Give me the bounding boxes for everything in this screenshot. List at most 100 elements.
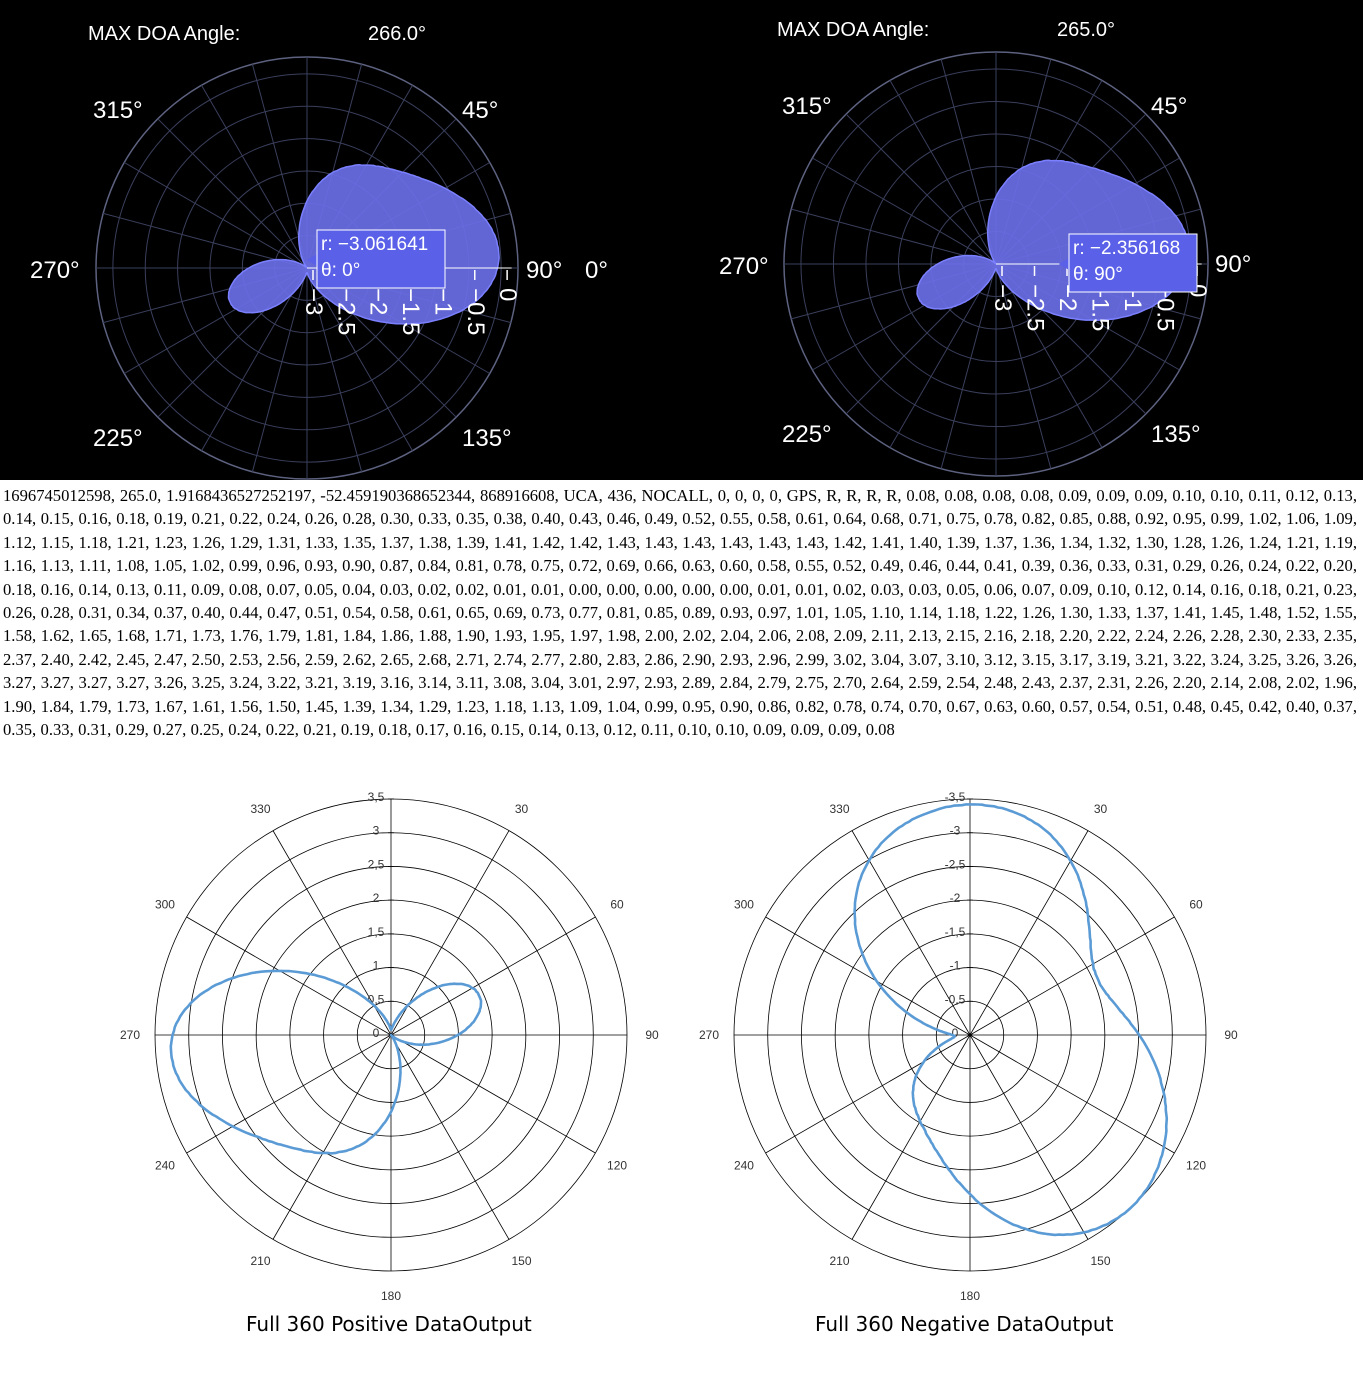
angle-tick-label: 210 bbox=[829, 1254, 849, 1268]
angle-label-270: 270° bbox=[719, 253, 769, 280]
polar-spoke bbox=[940, 59, 997, 265]
angle-label-0: 0° bbox=[585, 257, 608, 284]
polar-spoke bbox=[969, 1034, 1175, 1154]
max-doa-value: 266.0° bbox=[368, 23, 426, 45]
polar-spoke bbox=[791, 208, 997, 265]
angle-label-225: 225° bbox=[782, 421, 832, 448]
angle-label-315: 315° bbox=[782, 93, 832, 120]
angle-label-270: 270° bbox=[30, 257, 80, 284]
angle-tick-label: 60 bbox=[610, 898, 624, 912]
polar-spoke bbox=[186, 916, 392, 1036]
polar-spoke bbox=[765, 916, 971, 1036]
top-polar-plot-1: MAX DOA Angle: 266.0° 315° 45° 225° 135° 270° 9… bbox=[30, 23, 608, 480]
angle-tick-label: 240 bbox=[155, 1159, 175, 1173]
radial-tick-label: 0 bbox=[952, 1026, 959, 1040]
polar-spoke bbox=[765, 1034, 971, 1154]
chart-title: Full 360 Negative DataOutput bbox=[815, 1312, 1114, 1336]
polar-spoke bbox=[889, 263, 997, 448]
max-doa-value: 265.0° bbox=[1057, 19, 1115, 41]
radial-tick-label: -1 bbox=[950, 959, 961, 973]
top-polar-plot-2: MAX DOA Angle: 265.0° 315° 45° 225° 135° 270° 9… bbox=[719, 19, 1251, 477]
csv-data-output: 1696745012598, 265.0, 1.9168436527252197… bbox=[3, 486, 1357, 740]
polar-spoke bbox=[851, 830, 971, 1036]
radial-tick-label: -3 bbox=[950, 824, 961, 838]
angle-tick-label: 300 bbox=[734, 898, 754, 912]
radial-tick-label: -0,5 bbox=[945, 992, 966, 1006]
angle-label-90: 90° bbox=[526, 257, 562, 284]
polar-spoke bbox=[306, 267, 413, 451]
bottom-polar-chart-1: 030609012015018021024027030033000,511,52… bbox=[120, 790, 659, 1336]
polar-spoke bbox=[390, 1034, 510, 1240]
bottom-polar-chart-2: 03060901201501802102402703003300-0,5-1-1… bbox=[699, 790, 1238, 1336]
angle-tick-label: 270 bbox=[699, 1028, 719, 1042]
angle-tick-label: 180 bbox=[381, 1289, 401, 1303]
polar-spoke bbox=[889, 80, 997, 265]
angle-label-135: 135° bbox=[1151, 421, 1201, 448]
radial-tick-label: −0.5 bbox=[462, 288, 489, 335]
angle-tick-label: 120 bbox=[607, 1159, 627, 1173]
tooltip-r-value: r: −2.356168 bbox=[1073, 238, 1180, 259]
angle-tick-label: 330 bbox=[250, 802, 270, 816]
polar-spoke bbox=[390, 1034, 596, 1154]
polar-spoke bbox=[969, 916, 1175, 1036]
polar-spoke bbox=[969, 1034, 1089, 1240]
radial-tick-label: −1.5 bbox=[397, 288, 424, 335]
polar-spoke bbox=[201, 85, 308, 269]
angle-tick-label: 90 bbox=[1224, 1028, 1238, 1042]
angle-tick-label: 270 bbox=[120, 1028, 140, 1042]
radial-tick-label: 0 bbox=[494, 288, 521, 301]
radial-tick-label: 1,5 bbox=[368, 925, 385, 939]
angle-label-315: 315° bbox=[93, 97, 143, 124]
angle-label-45: 45° bbox=[1151, 93, 1187, 120]
radial-tick-label: −2.5 bbox=[1022, 284, 1049, 331]
angle-tick-label: 150 bbox=[511, 1254, 531, 1268]
tooltip-theta-value: θ: 90° bbox=[1073, 264, 1123, 285]
data-series-line bbox=[169, 969, 483, 1155]
bottom-polar-charts: 0 30 60 90 120 150 180 210 240 270 300 3 300 0,5 1 1,5 2… bbox=[120, 790, 1238, 1336]
angle-tick-label: 60 bbox=[1189, 898, 1203, 912]
angle-tick-label: 210 bbox=[250, 1254, 270, 1268]
hover-tooltip bbox=[1068, 233, 1198, 293]
polar-spoke bbox=[995, 263, 1103, 448]
top-dark-panel: MAX DOA Angle: 266.0° 315° 45° 225° 135° 270° 9… bbox=[0, 0, 1363, 480]
tooltip-r-value: r: −3.061641 bbox=[321, 234, 428, 255]
polar-spoke bbox=[995, 263, 1052, 469]
angle-label-225: 225° bbox=[93, 425, 143, 452]
radial-tick-label: 3 bbox=[373, 824, 380, 838]
polar-spoke bbox=[103, 212, 308, 269]
angle-tick-label: 90 bbox=[645, 1028, 659, 1042]
polar-spoke bbox=[969, 830, 1089, 1036]
polar-spoke bbox=[812, 157, 997, 265]
radial-tick-label: 2,5 bbox=[368, 857, 385, 871]
radial-tick-label: -3,5 bbox=[945, 790, 966, 804]
polar-spoke bbox=[390, 916, 596, 1036]
polar-spoke bbox=[157, 118, 308, 269]
angle-label-90: 90° bbox=[1215, 251, 1251, 278]
angle-tick-label: 240 bbox=[734, 1159, 754, 1173]
angle-tick-label: 330 bbox=[829, 802, 849, 816]
angle-tick-label: 300 bbox=[155, 898, 175, 912]
max-doa-label: MAX DOA Angle: bbox=[777, 19, 929, 41]
angle-tick-label: 120 bbox=[1186, 1159, 1206, 1173]
radial-tick-label: -1,5 bbox=[945, 925, 966, 939]
radial-tick-label: −2.5 bbox=[332, 288, 359, 335]
polar-spoke bbox=[845, 113, 997, 265]
polar-spoke bbox=[124, 162, 308, 269]
angle-tick-label: 150 bbox=[1090, 1254, 1110, 1268]
polar-spoke bbox=[201, 267, 308, 451]
radial-tick-label: -2,5 bbox=[945, 857, 966, 871]
radial-tick-label: 0,5 bbox=[368, 992, 385, 1006]
polar-spoke bbox=[251, 64, 308, 269]
radial-tick-label: 1 bbox=[373, 959, 380, 973]
polar-spoke bbox=[272, 1034, 392, 1240]
tooltip-theta-value: θ: 0° bbox=[321, 260, 360, 281]
radial-tick-label: -2 bbox=[950, 891, 961, 905]
max-doa-label: MAX DOA Angle: bbox=[88, 23, 240, 45]
radial-tick-label: −3 bbox=[300, 288, 327, 315]
radial-tick-label: −1 bbox=[429, 288, 456, 315]
angle-tick-label: 30 bbox=[515, 802, 529, 816]
polar-spoke bbox=[940, 263, 997, 469]
top-polar-plots: MAX DOA Angle: 266.0° 315° 45° 225° 135° 270° 9… bbox=[30, 19, 1251, 480]
hover-tooltip bbox=[316, 229, 446, 289]
radial-tick-label: 3,5 bbox=[368, 790, 385, 804]
